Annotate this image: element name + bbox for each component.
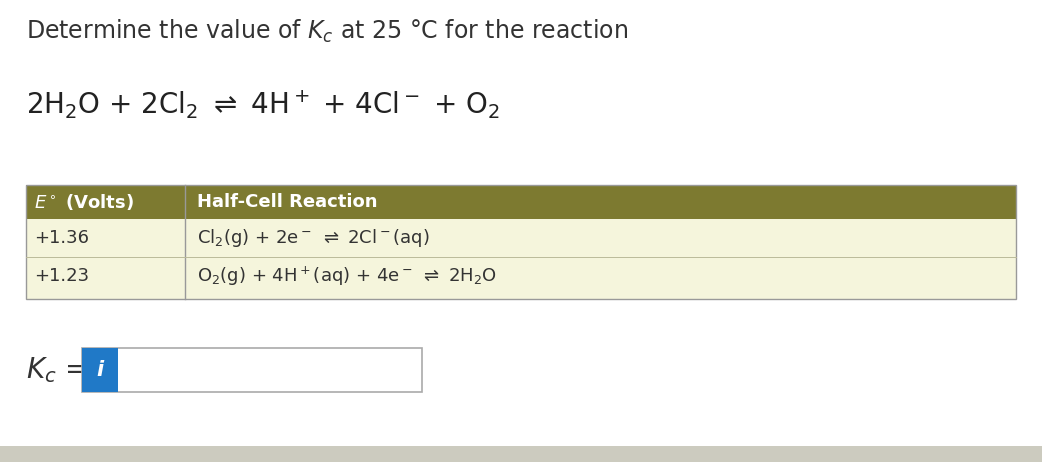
Text: 2H$_2$O + 2Cl$_2$ $\rightleftharpoons$ 4H$^+$ + 4Cl$^-$ + O$_2$: 2H$_2$O + 2Cl$_2$ $\rightleftharpoons$ 4… — [26, 88, 500, 121]
Bar — [82, 348, 422, 392]
Bar — [26, 185, 1016, 299]
Text: +1.23: +1.23 — [34, 267, 90, 285]
Text: Determine the value of $K_c$ at 25 °C for the reaction: Determine the value of $K_c$ at 25 °C fo… — [26, 18, 628, 45]
Text: +1.36: +1.36 — [34, 229, 89, 247]
Bar — [0, 446, 1042, 462]
Text: Half-Cell Reaction: Half-Cell Reaction — [197, 193, 377, 211]
Text: Cl$_2$(g) + 2e$^-$ $\rightleftharpoons$ 2Cl$^-$(aq): Cl$_2$(g) + 2e$^-$ $\rightleftharpoons$ … — [197, 227, 429, 249]
Bar — [26, 185, 1016, 219]
Text: $\it{E}$$^\circ$ (Volts): $\it{E}$$^\circ$ (Volts) — [34, 192, 133, 212]
Text: $K_c$ =: $K_c$ = — [26, 355, 86, 385]
Bar — [26, 219, 1016, 299]
Bar — [82, 348, 118, 392]
Text: i: i — [97, 360, 103, 380]
Text: O$_2$(g) + 4H$^+$(aq) + 4e$^-$ $\rightleftharpoons$ 2H$_2$O: O$_2$(g) + 4H$^+$(aq) + 4e$^-$ $\rightle… — [197, 264, 497, 288]
